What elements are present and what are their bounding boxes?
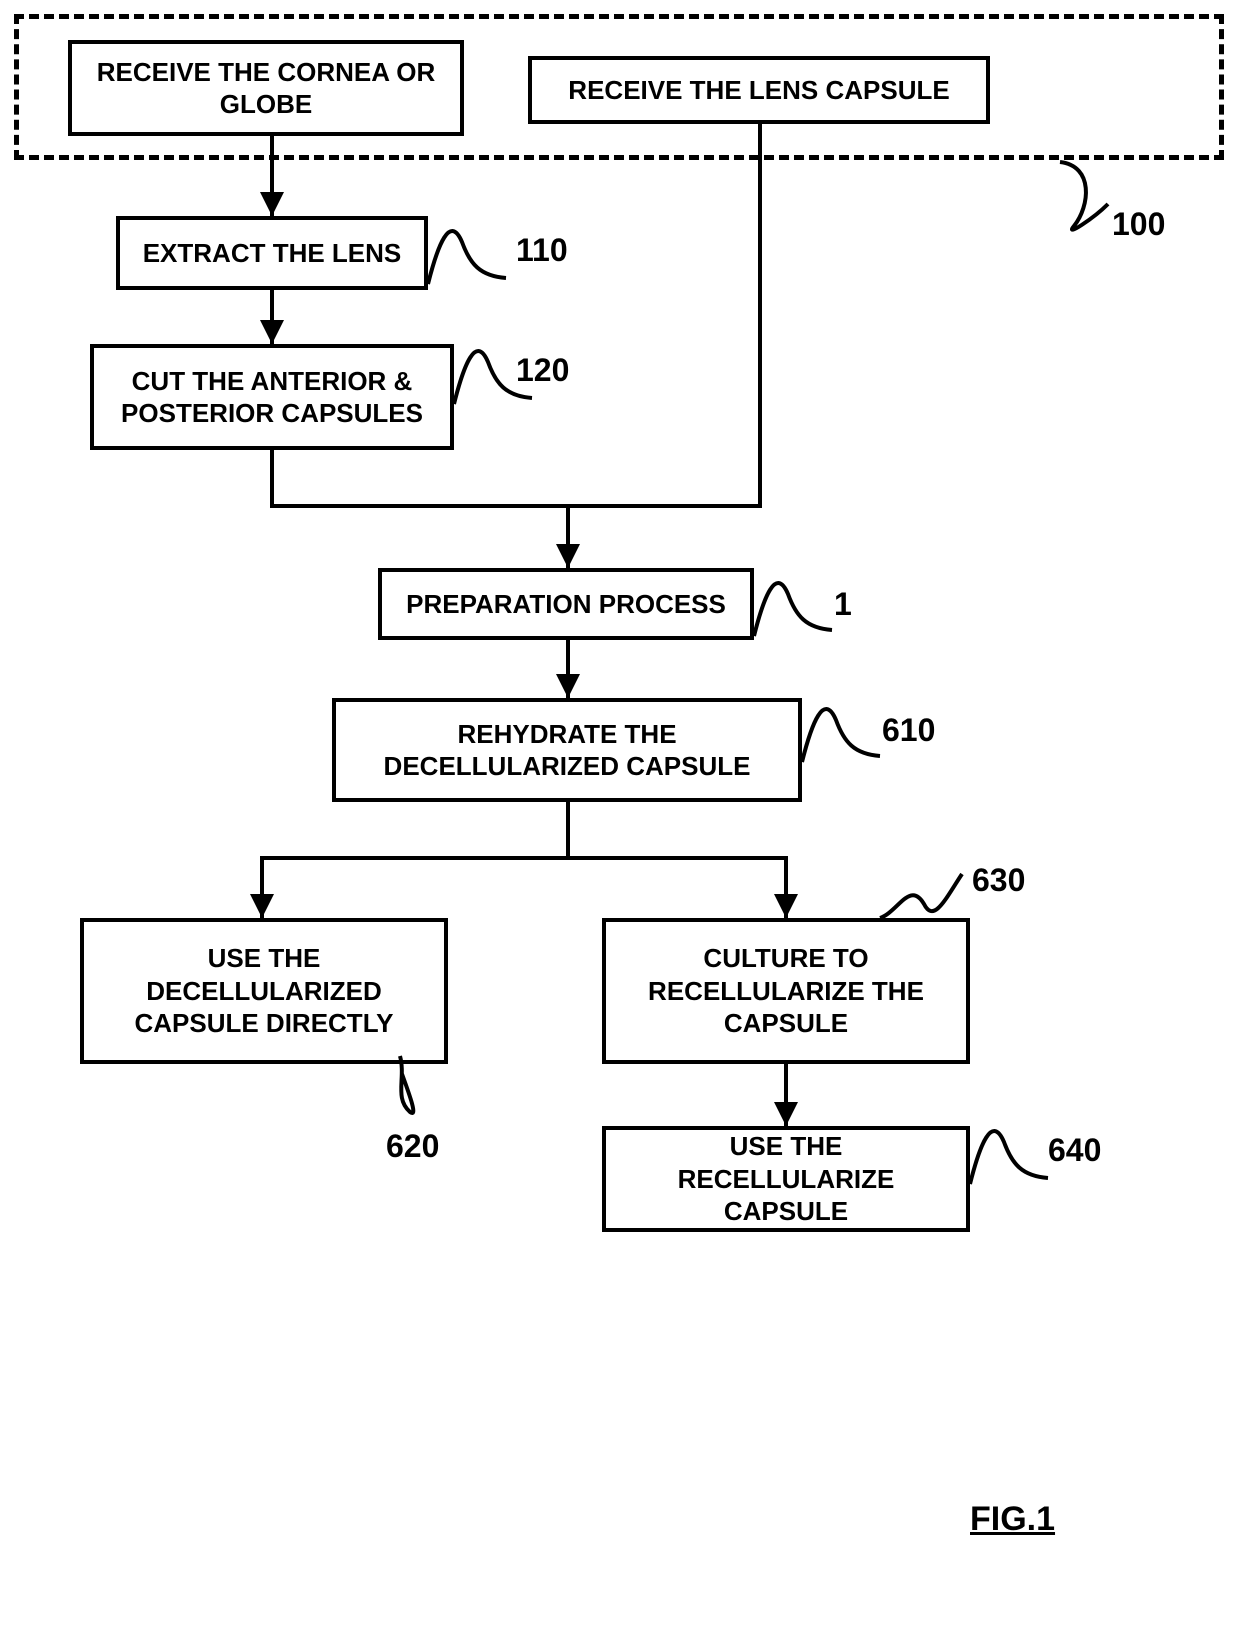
node-label: RECEIVE THE CORNEA OR GLOBE: [86, 56, 446, 121]
reference-numeral-1: 1: [834, 586, 852, 623]
reference-numeral-630: 630: [972, 862, 1025, 899]
reference-numeral-620: 620: [386, 1128, 439, 1165]
node-extract-lens: EXTRACT THE LENS: [116, 216, 428, 290]
node-label: CUT THE ANTERIOR & POSTERIOR CAPSULES: [108, 365, 436, 430]
node-use-recellularized: USE THE RECELLULARIZE CAPSULE: [602, 1126, 970, 1232]
reference-numeral-610: 610: [882, 712, 935, 749]
node-cut-capsules: CUT THE ANTERIOR & POSTERIOR CAPSULES: [90, 344, 454, 450]
reference-numeral-640: 640: [1048, 1132, 1101, 1169]
node-label: REHYDRATE THE DECELLULARIZED CAPSULE: [350, 718, 784, 783]
node-receive-cornea: RECEIVE THE CORNEA OR GLOBE: [68, 40, 464, 136]
node-label: PREPARATION PROCESS: [406, 588, 726, 621]
node-label: USE THE DECELLULARIZED CAPSULE DIRECTLY: [98, 942, 430, 1040]
reference-numeral-110: 110: [516, 232, 568, 269]
flowchart-canvas: RECEIVE THE CORNEA OR GLOBE RECEIVE THE …: [0, 0, 1240, 1633]
node-culture-recellularize: CULTURE TO RECELLULARIZE THE CAPSULE: [602, 918, 970, 1064]
node-use-decellularized: USE THE DECELLULARIZED CAPSULE DIRECTLY: [80, 918, 448, 1064]
node-label: EXTRACT THE LENS: [143, 237, 402, 270]
reference-numeral-120: 120: [516, 352, 569, 389]
node-label: CULTURE TO RECELLULARIZE THE CAPSULE: [620, 942, 952, 1040]
node-receive-lens-capsule: RECEIVE THE LENS CAPSULE: [528, 56, 990, 124]
node-preparation-process: PREPARATION PROCESS: [378, 568, 754, 640]
reference-numeral-100: 100: [1112, 206, 1165, 243]
node-rehydrate: REHYDRATE THE DECELLULARIZED CAPSULE: [332, 698, 802, 802]
node-label: RECEIVE THE LENS CAPSULE: [568, 74, 949, 107]
figure-caption: FIG.1: [970, 1500, 1055, 1539]
node-label: USE THE RECELLULARIZE CAPSULE: [620, 1130, 952, 1228]
